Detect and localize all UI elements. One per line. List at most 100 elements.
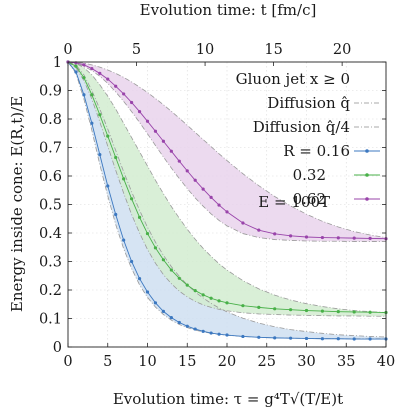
data-point xyxy=(90,93,94,97)
y-axis-title: Energy inside cone: E(R,t)/E xyxy=(8,96,26,312)
y-tick-label: 0.8 xyxy=(39,112,62,128)
data-point xyxy=(161,258,165,262)
legend-header: Gluon jet x ≥ 0 xyxy=(236,70,350,88)
data-point xyxy=(130,197,134,201)
diffusion-qhat-curve xyxy=(67,61,386,242)
diffusion-band xyxy=(68,62,386,242)
data-point xyxy=(74,70,78,74)
x-tick-label: 15 xyxy=(178,354,196,370)
data-point xyxy=(74,64,78,68)
data-series xyxy=(66,60,388,341)
y-tick-label: 0.2 xyxy=(39,283,62,299)
legend-marker xyxy=(365,149,369,153)
data-point xyxy=(217,332,221,336)
data-point xyxy=(193,178,197,182)
data-point xyxy=(90,66,94,71)
data-point xyxy=(352,337,356,341)
data-point xyxy=(368,310,372,314)
legend: Gluon jet x ≥ 0 Diffusion q̂ Diffusion q̂… xyxy=(236,70,380,211)
data-point xyxy=(225,333,229,337)
data-point xyxy=(153,301,158,305)
legend-marker xyxy=(365,173,369,177)
y-tick-label: 1 xyxy=(53,55,62,71)
data-point xyxy=(114,155,118,160)
x-tick-label: 10 xyxy=(138,354,156,370)
diffusion-qhat-curve xyxy=(67,61,386,317)
legend-label: Diffusion q̂/4 xyxy=(253,118,350,136)
data-point xyxy=(257,305,261,309)
x-axis-title-bottom: Evolution time: τ = g⁴T√(T/E)t xyxy=(113,390,343,408)
y-tick-label: 0.4 xyxy=(39,226,62,242)
x-tick-label: 0 xyxy=(63,354,72,370)
legend-label: 0.32 xyxy=(293,166,326,184)
data-point xyxy=(169,149,173,153)
data-point xyxy=(368,337,372,341)
data-point xyxy=(98,113,102,117)
data-point xyxy=(145,119,150,123)
data-point xyxy=(161,309,165,313)
data-point xyxy=(153,246,158,250)
data-point xyxy=(145,290,150,294)
data-point xyxy=(304,235,309,239)
data-point xyxy=(209,296,213,300)
y-tick-label: 0 xyxy=(53,340,62,356)
x-tick-label: 20 xyxy=(218,354,236,370)
x-tick-label: 35 xyxy=(337,354,355,370)
data-point xyxy=(241,221,245,225)
data-point xyxy=(145,231,150,236)
data-point xyxy=(193,288,197,293)
top-x-tick-label: 5 xyxy=(132,42,141,58)
data-point xyxy=(98,153,102,157)
data-point xyxy=(98,71,102,75)
data-point xyxy=(153,129,158,133)
data-point xyxy=(289,308,293,312)
data-point xyxy=(225,301,229,305)
diffusion-qhat-over-4-curve xyxy=(67,61,387,338)
axis-ticks: 0 5 10 15 20 25 30 35 4000.10.20.30.40.50.60.70.… xyxy=(39,42,395,370)
data-point xyxy=(320,235,324,240)
data-point xyxy=(257,335,261,339)
data-point xyxy=(320,309,324,313)
y-tick-label: 0.1 xyxy=(39,312,62,328)
data-point xyxy=(185,169,189,173)
data-point xyxy=(114,84,118,88)
data-point xyxy=(273,307,277,311)
data-point xyxy=(122,92,126,96)
legend-label: Diffusion q̂ xyxy=(267,94,350,112)
data-point xyxy=(177,320,181,325)
data-point xyxy=(185,324,189,328)
top-x-tick-label: 15 xyxy=(264,42,282,58)
data-point xyxy=(304,336,309,341)
data-point xyxy=(225,210,229,214)
x-axis-title-top: Evolution time: t [fm/c] xyxy=(140,1,317,19)
legend-marker xyxy=(365,197,369,201)
data-point xyxy=(130,100,134,105)
diffusion-qhat-over-4-curve xyxy=(67,61,387,238)
y-tick-label: 0.6 xyxy=(39,169,62,185)
data-point xyxy=(336,337,340,341)
top-x-tick-label: 0 xyxy=(63,42,72,58)
data-point xyxy=(368,236,372,241)
x-tick-label: 5 xyxy=(103,354,112,370)
data-point xyxy=(273,336,277,340)
data-point xyxy=(82,63,86,67)
data-point xyxy=(304,308,309,313)
data-point xyxy=(169,316,173,320)
y-tick-label: 0.7 xyxy=(39,141,62,157)
diffusion-qhat-over-4-curve xyxy=(67,61,387,313)
x-tick-label: 25 xyxy=(258,354,276,370)
diffusion-band xyxy=(68,62,386,317)
data-point xyxy=(122,238,126,242)
data-point xyxy=(241,304,245,308)
data-point xyxy=(106,77,110,81)
data-point xyxy=(201,293,205,297)
legend-label: R = 0.16 xyxy=(283,142,350,160)
data-point xyxy=(177,159,181,163)
data-point xyxy=(137,109,142,114)
y-tick-label: 0.3 xyxy=(39,255,62,271)
top-x-tick-label: 20 xyxy=(333,42,351,58)
data-point xyxy=(161,139,165,143)
top-x-tick-label: 10 xyxy=(196,42,214,58)
data-point xyxy=(122,177,126,181)
